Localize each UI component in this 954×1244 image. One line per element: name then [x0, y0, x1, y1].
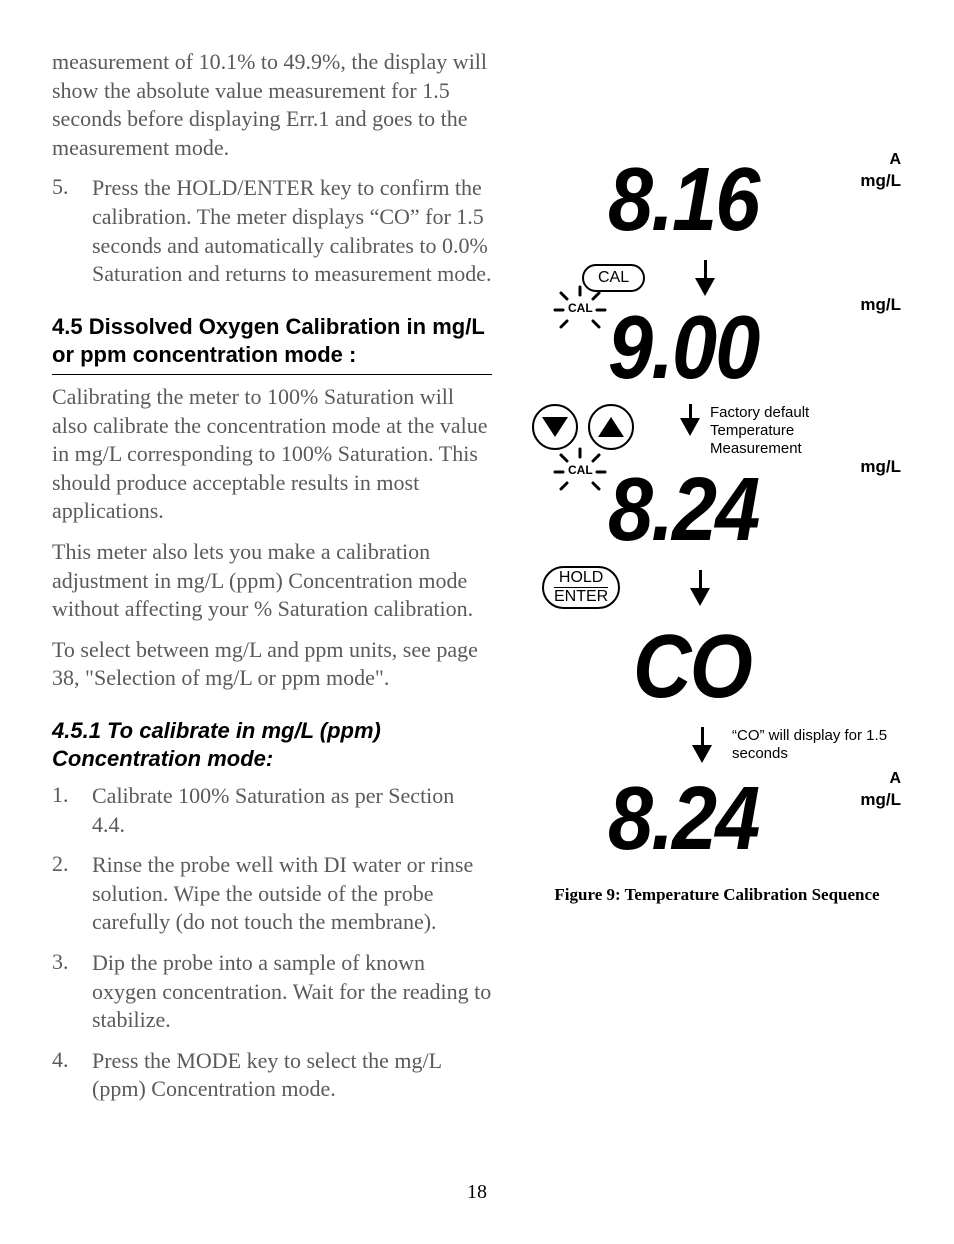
- cal-indicator: CAL: [568, 463, 593, 477]
- unit-label: mg/L: [860, 790, 901, 810]
- step-body: Rinse the probe well with DI water or ri…: [92, 851, 492, 937]
- hold-enter-row: HOLD ENTER: [542, 566, 912, 609]
- page-number: 18: [0, 1181, 954, 1204]
- unit-label: mg/L: [860, 171, 901, 191]
- step-num: 3.: [52, 949, 92, 1035]
- annunciator-a: A: [889, 770, 901, 788]
- step-num: 2.: [52, 851, 92, 937]
- co-display-label: “CO” will display for 1.5 seconds: [732, 727, 892, 763]
- step-body: Calibrate 100% Saturation as per Section…: [92, 782, 492, 839]
- triangle-down-icon: [542, 417, 568, 437]
- right-column: A mg/L 8.16 CAL: [512, 48, 914, 1116]
- arrow-down-icon: [690, 588, 710, 606]
- down-button: [532, 404, 578, 450]
- list-number: 5.: [52, 174, 92, 288]
- calibration-sequence-figure: A mg/L 8.16 CAL: [522, 148, 912, 905]
- lcd-display-1: A mg/L 8.16: [522, 148, 912, 258]
- two-column-layout: measurement of 10.1% to 49.9%, the displ…: [52, 48, 914, 1116]
- triangle-up-icon: [598, 417, 624, 437]
- arrow-down-icon: [695, 278, 715, 296]
- hold-enter-button: HOLD ENTER: [542, 566, 620, 609]
- cal-indicator: CAL: [568, 301, 593, 315]
- step-3: 3. Dip the probe into a sample of known …: [52, 949, 492, 1035]
- lcd-display-5: A mg/L 8.24: [522, 767, 912, 877]
- step-4: 4. Press the MODE key to select the mg/L…: [52, 1047, 492, 1104]
- step-body: Press the MODE key to select the mg/L (p…: [92, 1047, 492, 1104]
- annunciator-a: A: [889, 151, 901, 169]
- lcd-value: CO: [633, 616, 751, 719]
- step-num: 1.: [52, 782, 92, 839]
- arrow-down-icon: [680, 418, 700, 436]
- lcd-value: 8.24: [608, 459, 758, 562]
- unit-label: mg/L: [860, 457, 901, 477]
- lcd-value: 8.24: [608, 768, 758, 871]
- left-column: measurement of 10.1% to 49.9%, the displ…: [52, 48, 492, 1116]
- list-item-5: 5. Press the HOLD/ENTER key to confirm t…: [52, 174, 492, 288]
- lcd-display-2: CAL mg/L 9.00: [522, 302, 912, 402]
- connector-line: [701, 727, 704, 745]
- lcd-value: 8.16: [608, 149, 758, 252]
- para-45b: This meter also lets you make a calibrat…: [52, 538, 492, 624]
- unit-label: mg/L: [860, 295, 901, 315]
- co-label-row: “CO” will display for 1.5 seconds: [692, 727, 912, 763]
- para-45c: To select between mg/L and ppm units, se…: [52, 636, 492, 693]
- arrow-down-icon: [692, 745, 712, 763]
- heading-4-5: 4.5 Dissolved Oxygen Calibration in mg/L…: [52, 313, 492, 375]
- connector-line: [689, 404, 692, 418]
- figure-caption: Figure 9: Temperature Calibration Sequen…: [522, 885, 912, 905]
- connector-line: [699, 570, 702, 588]
- up-button: [588, 404, 634, 450]
- connector-line: [704, 260, 707, 278]
- factory-default-label: Factory default Temperature Measurement: [710, 404, 850, 458]
- step-num: 4.: [52, 1047, 92, 1104]
- step-2: 2. Rinse the probe well with DI water or…: [52, 851, 492, 937]
- list-body: Press the HOLD/ENTER key to confirm the …: [92, 174, 492, 288]
- enter-label: ENTER: [554, 588, 608, 605]
- step-1: 1. Calibrate 100% Saturation as per Sect…: [52, 782, 492, 839]
- heading-4-5-1: 4.5.1 To calibrate in mg/L (ppm) Concent…: [52, 717, 492, 774]
- intro-paragraph: measurement of 10.1% to 49.9%, the displ…: [52, 48, 492, 162]
- hold-label: HOLD: [554, 570, 608, 588]
- lcd-value: 9.00: [608, 297, 758, 400]
- lcd-display-3: CAL mg/L 8.24: [522, 464, 912, 564]
- para-45a: Calibrating the meter to 100% Saturation…: [52, 383, 492, 526]
- step-body: Dip the probe into a sample of known oxy…: [92, 949, 492, 1035]
- cal-button-row: CAL: [582, 260, 912, 296]
- lcd-display-co: CO: [522, 615, 912, 725]
